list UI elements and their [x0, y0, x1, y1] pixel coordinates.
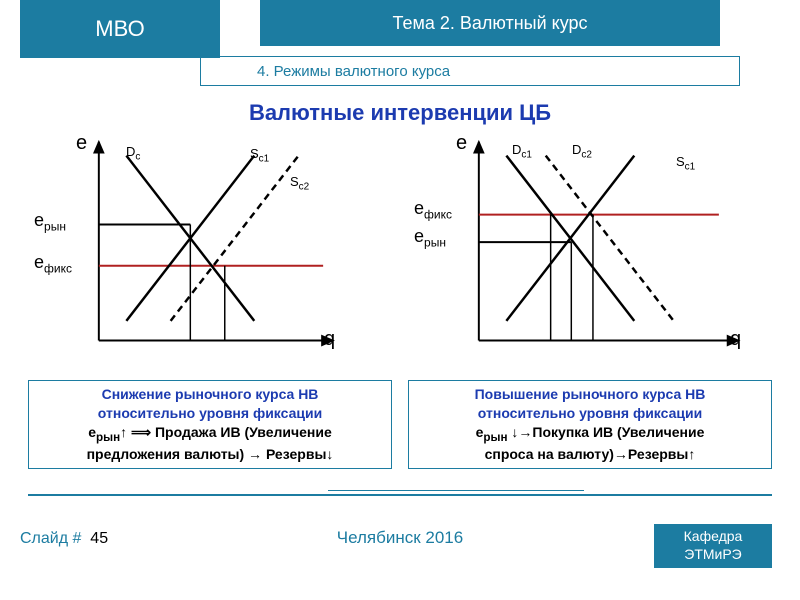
footer-divider [28, 494, 772, 496]
dc1-label: Dc1 [512, 142, 532, 161]
dc-label: Dc [126, 144, 140, 163]
sc1-label-r: Sc1 [676, 154, 695, 173]
section-title: 4. Режимы валютного курса [200, 56, 740, 86]
department-badge: КафедраЭТМиРЭ [654, 524, 772, 568]
course-banner: МВО [20, 0, 220, 58]
box-left: Снижение рыночного курса НВ относительно… [28, 380, 392, 469]
axis-e-label: e [76, 132, 87, 155]
eryn-label-r: ерын [414, 226, 446, 250]
axis-q-label: q [324, 328, 335, 351]
chart-right-svg [408, 132, 772, 372]
theme-banner: Тема 2. Валютный курс [260, 0, 720, 46]
interpretation-boxes: Снижение рыночного курса НВ относительно… [28, 380, 772, 469]
chart-right: e q Dc1 Dc2 Sc1 ефикс ерын [408, 132, 772, 372]
charts-row: e q Dc Sc1 Sc2 ерын ефикс e q [28, 132, 772, 372]
sc2-label: Sc2 [290, 174, 309, 193]
efix-label: ефикс [34, 252, 72, 276]
page-title: Валютные интервенции ЦБ [0, 100, 800, 126]
axis-q-label-r: q [730, 328, 741, 351]
box-right: Повышение рыночного курса НВ относительн… [408, 380, 772, 469]
axis-e-label-r: e [456, 132, 467, 155]
efix-label-r: ефикс [414, 198, 452, 222]
sc1-label: Sc1 [250, 146, 269, 165]
dc2-label: Dc2 [572, 142, 592, 161]
chart-left-svg [28, 132, 392, 372]
chart-left: e q Dc Sc1 Sc2 ерын ефикс [28, 132, 392, 372]
eryn-label: ерын [34, 210, 66, 234]
footer-divider2 [328, 490, 584, 491]
